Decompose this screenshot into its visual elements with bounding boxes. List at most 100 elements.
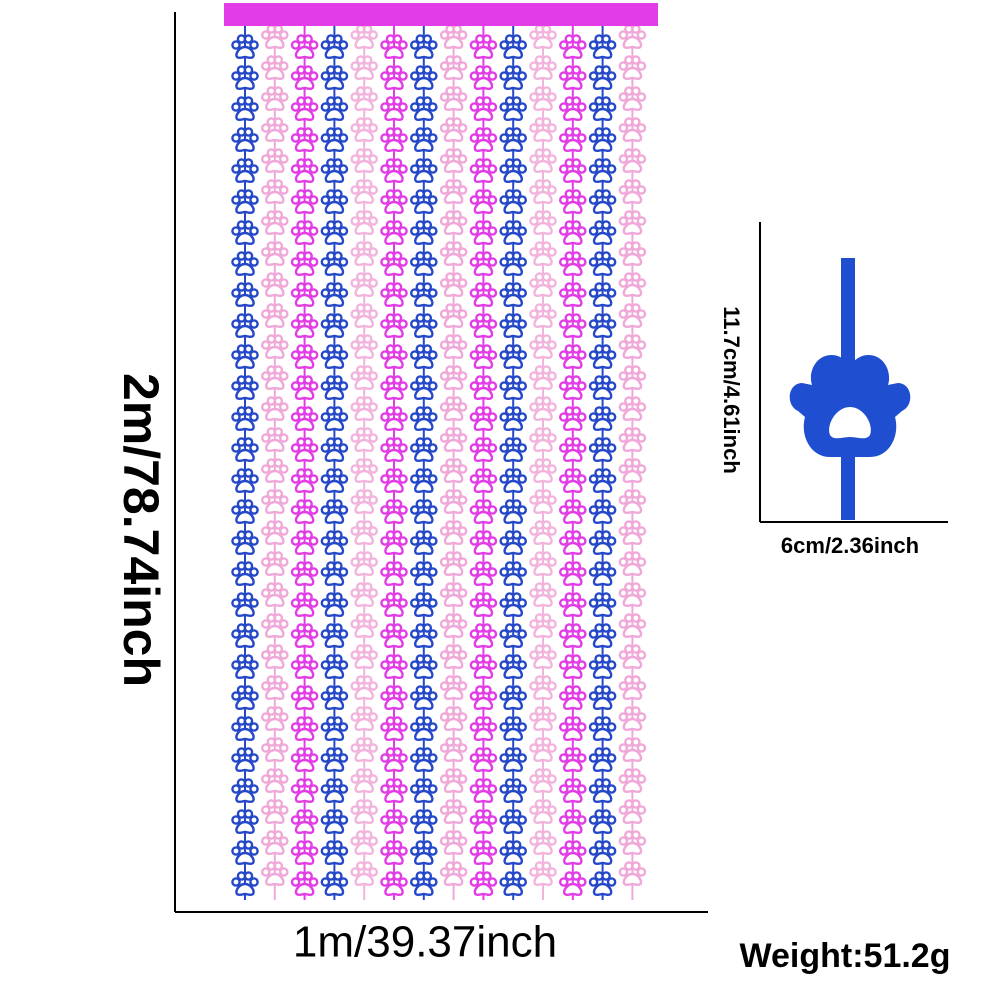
paw: [231, 840, 259, 866]
paw: [231, 592, 259, 618]
paw: [290, 592, 319, 618]
paw: [439, 675, 468, 701]
paw: [320, 530, 349, 556]
paw: [350, 675, 379, 701]
paw: [350, 458, 379, 484]
width-label: 1m/39.37inch: [293, 918, 557, 967]
paw: [231, 158, 259, 184]
paw: [499, 96, 527, 122]
paw: [469, 220, 498, 246]
paw: [499, 747, 527, 773]
paw: [320, 437, 349, 463]
paw: [260, 768, 289, 794]
paw: [320, 313, 349, 339]
paw: [588, 561, 617, 587]
paw: [409, 158, 438, 184]
paw: [260, 303, 289, 329]
paw: [618, 458, 647, 484]
paw: [231, 623, 259, 649]
paw: [529, 644, 557, 670]
paw: [320, 871, 349, 897]
paw: [290, 189, 319, 215]
paw: [231, 716, 259, 742]
paw: [499, 127, 527, 153]
paw: [260, 830, 289, 856]
paw: [409, 871, 438, 897]
paw: [350, 830, 379, 856]
strand: [320, 26, 349, 900]
paw: [409, 530, 438, 556]
paw: [380, 220, 408, 246]
paw: [499, 716, 527, 742]
paw: [231, 313, 259, 339]
paw: [380, 158, 408, 184]
paw: [290, 406, 319, 432]
paw: [439, 799, 468, 825]
paw: [499, 468, 527, 494]
paw: [320, 96, 349, 122]
paw: [618, 210, 647, 236]
paw: [231, 189, 259, 215]
paw: [290, 220, 319, 246]
paw: [618, 86, 647, 112]
paw: [469, 344, 498, 370]
paw: [350, 706, 379, 732]
paw: [290, 65, 319, 91]
paw: [529, 675, 557, 701]
paw: [380, 809, 408, 835]
paw: [409, 65, 438, 91]
paw: [290, 344, 319, 370]
paw: [529, 24, 557, 50]
paw: [469, 189, 498, 215]
paw: [260, 334, 289, 360]
paw: [409, 220, 438, 246]
paw: [529, 799, 557, 825]
paw: [260, 861, 289, 887]
paw: [409, 34, 438, 60]
paw: [499, 220, 527, 246]
paw: [439, 706, 468, 732]
paw: [320, 65, 349, 91]
paw: [529, 241, 557, 267]
paw: [439, 582, 468, 608]
paw: [499, 375, 527, 401]
paw: [529, 272, 557, 298]
paw: [320, 251, 349, 277]
paw: [350, 86, 379, 112]
paw: [559, 437, 587, 463]
paw: [231, 34, 259, 60]
paw: [559, 406, 587, 432]
paw: [290, 871, 319, 897]
paw: [588, 313, 617, 339]
paw: [439, 613, 468, 639]
paw: [588, 189, 617, 215]
paw: [469, 871, 498, 897]
paw: [588, 592, 617, 618]
paw: [588, 96, 617, 122]
paw: [559, 220, 587, 246]
strand: [499, 26, 527, 900]
paw: [529, 179, 557, 205]
paw: [231, 809, 259, 835]
paw: [469, 685, 498, 711]
paw: [469, 809, 498, 835]
paw: [499, 561, 527, 587]
paw: [439, 644, 468, 670]
paw: [350, 210, 379, 236]
paw: [559, 654, 587, 680]
paw: [529, 117, 557, 143]
paw: [469, 437, 498, 463]
paw: [231, 561, 259, 587]
paw: [469, 313, 498, 339]
paw: [439, 303, 468, 329]
paw: [320, 561, 349, 587]
paw: [231, 468, 259, 494]
paw: [499, 34, 527, 60]
paw: [499, 282, 527, 308]
paw: [439, 830, 468, 856]
paw: [409, 127, 438, 153]
detail-paw: [789, 355, 911, 457]
paw: [559, 809, 587, 835]
paw: [469, 561, 498, 587]
paw: [320, 654, 349, 680]
